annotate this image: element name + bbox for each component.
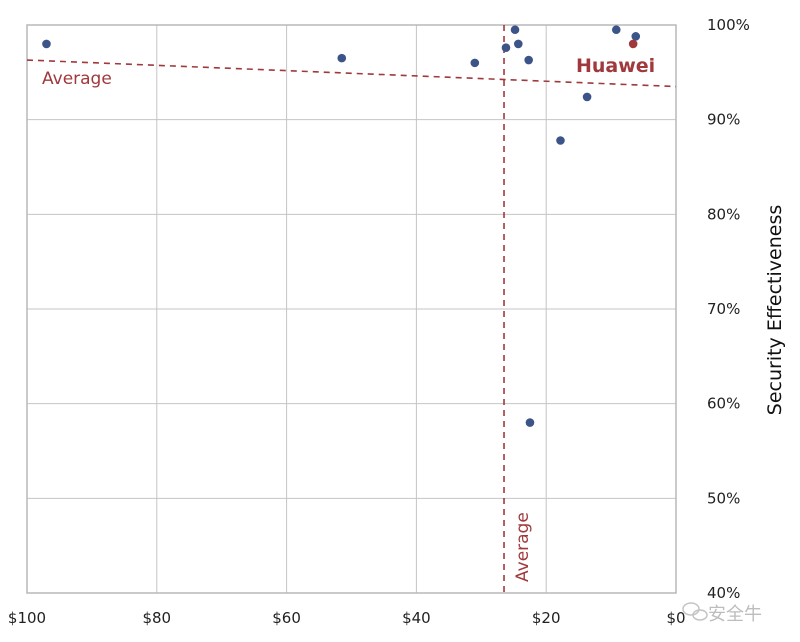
data-point-4 (510, 25, 520, 35)
average-lines: Average Average (26, 25, 677, 593)
watermark-text: 安全牛 (708, 604, 762, 625)
y-tick-label-4: 60% (707, 395, 740, 413)
data-point-2 (470, 58, 480, 68)
x-tick-label-0: $100 (8, 609, 46, 627)
y-tick-labels: 100% 90% 80% 70% 60% 50% 40% (707, 16, 750, 602)
x-tick-label-1: $80 (142, 609, 171, 627)
average-label-sloped: Average (42, 69, 112, 89)
average-label-vertical: Average (513, 512, 533, 582)
data-point-9 (582, 92, 592, 102)
y-tick-label-0: 100% (707, 16, 750, 34)
y-tick-label-6: 40% (707, 584, 740, 602)
x-tick-labels: $100 $80 $60 $40 $20 $0 (8, 609, 686, 627)
data-point-10 (611, 25, 621, 35)
watermark: 安全牛 (682, 602, 762, 625)
x-tick-label-5: $0 (666, 609, 685, 627)
highlight-label: Huawei (576, 55, 655, 77)
highlight-point (628, 39, 638, 49)
data-point-8 (556, 136, 565, 145)
data-point-5 (513, 39, 523, 49)
x-tick-label-4: $20 (532, 609, 561, 627)
grid (26, 24, 677, 594)
wechat-icon (682, 602, 708, 621)
plot-frame (26, 24, 677, 594)
y-axis-title: Security Effectiveness (764, 205, 786, 415)
data-point-6 (524, 55, 533, 65)
data-point-1 (337, 53, 347, 63)
data-point-7 (525, 418, 535, 427)
y-tick-label-2: 80% (707, 205, 740, 223)
x-tick-label-3: $40 (402, 609, 431, 627)
data-point-0 (42, 39, 51, 49)
average-line-sloped (26, 59, 677, 88)
y-tick-label-3: 70% (707, 300, 740, 318)
y-tick-label-1: 90% (707, 111, 740, 129)
data-point-11 (631, 32, 641, 41)
y-tick-label-5: 50% (707, 489, 740, 507)
data-point-3 (501, 43, 511, 53)
data-points: Huawei (42, 25, 655, 427)
x-tick-label-2: $60 (272, 609, 301, 627)
